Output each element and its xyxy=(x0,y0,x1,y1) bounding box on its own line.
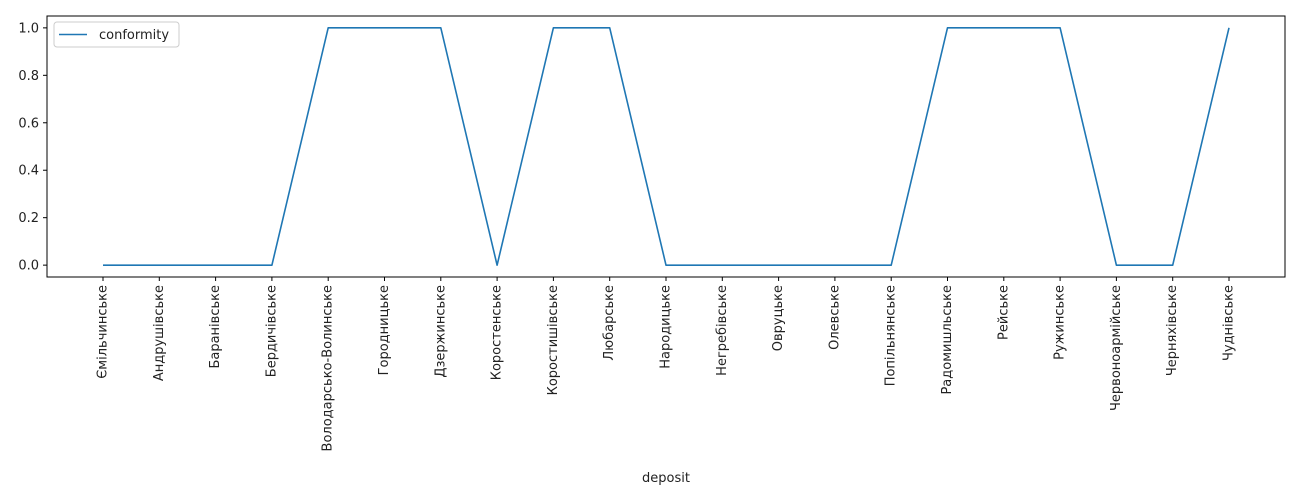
y-tick-label: 0.4 xyxy=(18,164,39,179)
x-tick-label: Баранівське xyxy=(208,285,223,369)
x-tick-label: Ружинське xyxy=(1053,285,1068,360)
y-tick-label: 0.2 xyxy=(18,211,39,226)
x-axis: Ємільчинське Андрушівське Баранівське Берди… xyxy=(96,277,1237,451)
series-line-conformity xyxy=(103,27,1230,266)
x-tick-label: Ємільчинське xyxy=(96,285,111,379)
series-layer xyxy=(103,27,1230,266)
legend-label-conformity: conformity xyxy=(99,28,169,43)
x-tick-label: Дзержинське xyxy=(433,285,448,378)
legend-box xyxy=(53,21,180,48)
x-tick-label: Черняхівське xyxy=(1165,285,1180,376)
x-tick-label: Радомишльське xyxy=(940,285,955,395)
y-tick-label: 0.8 xyxy=(18,69,39,84)
x-tick-label: Коростишівське xyxy=(546,285,561,395)
y-axis: 0.0 0.2 0.4 0.6 0.8 1.0 xyxy=(18,21,47,274)
y-tick-label: 1.0 xyxy=(18,21,39,36)
x-tick-label: Городницьке xyxy=(377,285,392,375)
x-tick-label: Червоноармійське xyxy=(1109,285,1124,411)
x-tick-label: Андрушівське xyxy=(152,285,167,381)
x-tick-label: Негребівське xyxy=(715,285,730,376)
x-tick-label: Попільнянське xyxy=(884,285,899,386)
y-tick-label: 0.6 xyxy=(18,116,39,131)
x-tick-label: Коростенське xyxy=(490,285,505,380)
y-tick-label: 0.0 xyxy=(18,259,39,274)
x-tick-label: Народицьке xyxy=(659,285,674,369)
x-tick-label: Володарсько-Волинське xyxy=(321,285,336,451)
x-axis-label: deposit xyxy=(642,471,690,486)
x-tick-label: Овруцьке xyxy=(771,285,786,351)
x-tick-label: Чуднівське xyxy=(1222,285,1237,361)
x-tick-label: Олевське xyxy=(827,285,842,350)
legend[interactable]: conformity xyxy=(53,21,180,48)
x-tick-label: Бердичівське xyxy=(264,285,279,377)
x-tick-label: Рейське xyxy=(996,285,1011,340)
plot-frame xyxy=(46,15,1286,278)
x-tick-label: Любарське xyxy=(602,285,617,361)
